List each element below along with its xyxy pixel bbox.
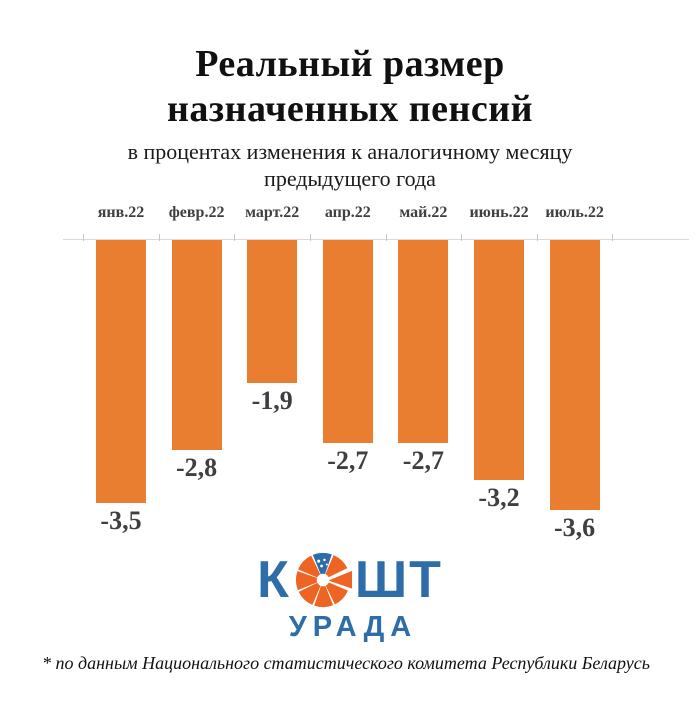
axis-tick [83,234,85,241]
chart-subtitle: в процентах изменения к аналогичному мес… [0,138,700,192]
chart-title-line1: Реальный размер [195,43,505,85]
category-axis-line [63,239,689,240]
axis-tick [536,234,538,241]
logo-letters-sht: ШТ [354,551,443,609]
logo-word-kosht: К Ш [257,551,443,609]
axis-tick [310,234,311,241]
axis-tick [385,234,387,241]
value-label: -3,2 [478,483,520,512]
logo-letter-k: К [257,551,291,609]
bar-chart: янв.22 -3,5 февр.22 -2,8 март.22 -1,9 апр.22 -2… [63,204,689,542]
category-label: март.22 [245,204,300,221]
axis-tick [461,234,463,241]
bar [96,240,146,503]
chart-subtitle-line1: в процентах изменения к аналогичному мес… [127,139,573,164]
axis-tick [158,234,160,241]
axis-tick [234,234,236,241]
category-label: янв.22 [97,204,145,221]
bar [171,240,222,450]
axis-tick [612,234,614,241]
category-label: май.22 [399,204,448,221]
value-label: -2,7 [402,445,444,475]
value-label: -3,5 [100,505,142,535]
bar [474,240,524,480]
bar [247,240,298,383]
bar [549,240,600,510]
value-label: -2,7 [327,445,369,475]
chart-title: Реальный размер назначенных пенсий [0,42,700,132]
source-footnote: * по данным Национального статистическог… [42,653,650,673]
orange-slice-icon [295,552,352,608]
value-label: -3,6 [554,513,596,542]
chart-subtitle-line2: предыдущего года [264,166,436,191]
category-label: июль.22 [545,204,604,221]
bar [322,240,373,443]
value-label: -1,9 [251,385,293,415]
category-label: июнь.22 [469,204,529,221]
category-label: апр.22 [324,204,371,221]
category-label: февр.22 [168,204,225,221]
logo-word-urada: УРАДА [288,611,418,643]
kosht-urada-logo: К Ш [0,551,700,644]
chart-title-line2: назначенных пенсий [166,88,534,130]
bar [398,240,449,443]
value-label: -2,8 [176,453,218,482]
